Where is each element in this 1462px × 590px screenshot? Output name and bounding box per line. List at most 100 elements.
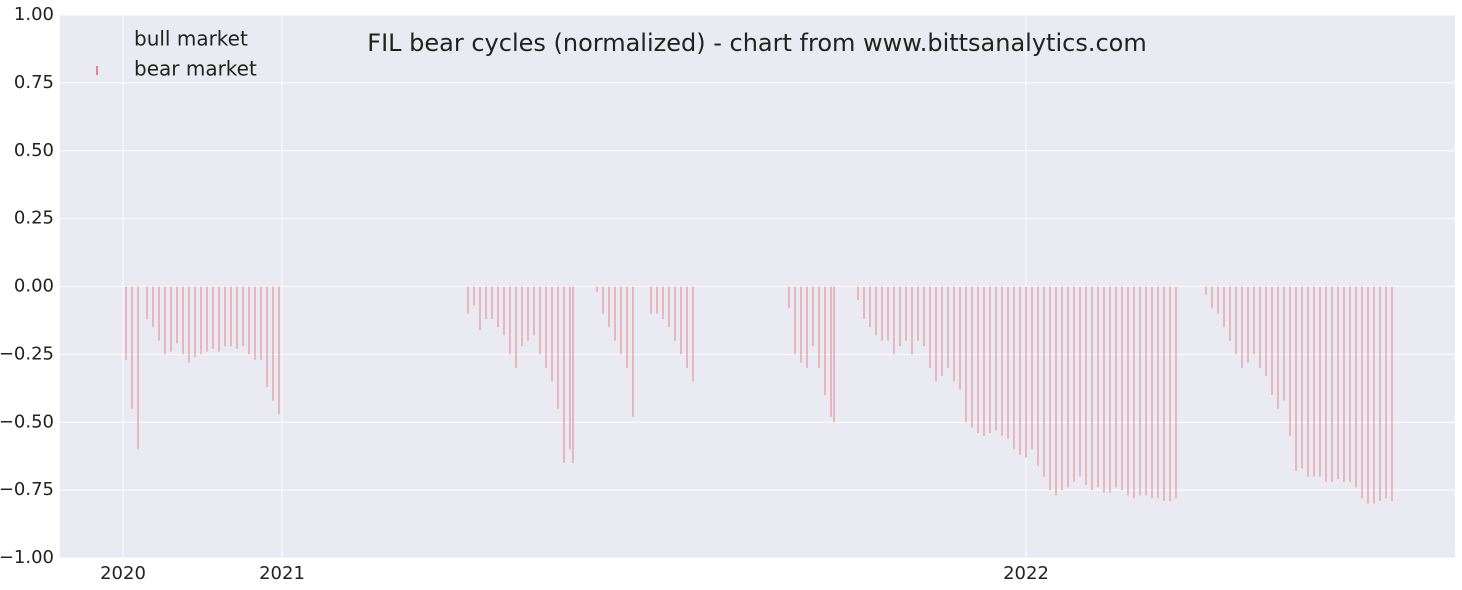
bar xyxy=(1355,286,1357,488)
bar xyxy=(602,286,604,314)
y-tick-label: −1.00 xyxy=(0,547,54,568)
bar xyxy=(1109,286,1111,493)
bar xyxy=(1265,286,1267,377)
bar xyxy=(1115,286,1117,488)
bar xyxy=(875,286,877,336)
bar xyxy=(1313,286,1315,477)
labels: −1.00 −0.75 −0.50 −0.25 0.00 0.25 0.50 0.75 1.00… xyxy=(0,4,1049,584)
x-tick-label: 2022 xyxy=(1003,563,1049,584)
bar xyxy=(881,286,883,341)
bars xyxy=(125,286,1393,504)
bar xyxy=(1139,286,1141,496)
bar xyxy=(194,286,196,358)
bar xyxy=(1349,286,1351,482)
bar xyxy=(182,286,184,355)
bar xyxy=(230,286,232,347)
y-tick-label: 0.75 xyxy=(14,72,54,93)
bar xyxy=(1061,286,1063,491)
bar xyxy=(863,286,865,320)
bar xyxy=(1043,286,1045,477)
bar xyxy=(1085,286,1087,485)
bar xyxy=(1331,286,1333,482)
bar xyxy=(1013,286,1015,450)
bar xyxy=(545,286,547,368)
bar xyxy=(1373,286,1375,504)
bar xyxy=(266,286,268,387)
bar xyxy=(539,286,541,355)
bar xyxy=(911,286,913,355)
bar xyxy=(674,286,676,341)
bar xyxy=(893,286,895,355)
bar xyxy=(1151,286,1153,499)
bar xyxy=(1205,286,1207,295)
bar xyxy=(686,286,688,368)
bar xyxy=(905,286,907,341)
bar xyxy=(1163,286,1165,501)
bar xyxy=(218,286,220,352)
bar xyxy=(521,286,523,347)
bar xyxy=(1325,286,1327,482)
bar xyxy=(857,286,859,301)
bar xyxy=(1289,286,1291,436)
bar xyxy=(1337,286,1339,480)
bar xyxy=(278,286,280,415)
bar xyxy=(146,286,148,320)
bar xyxy=(1145,286,1147,496)
bar xyxy=(995,286,997,431)
bar xyxy=(206,286,208,352)
y-tick-label: −0.25 xyxy=(0,343,54,364)
bar xyxy=(200,286,202,355)
bar xyxy=(497,286,499,328)
bar xyxy=(650,286,652,314)
chart-title: FIL bear cycles (normalized) - chart fro… xyxy=(367,29,1146,57)
bar xyxy=(947,286,949,368)
bar xyxy=(188,286,190,363)
bar xyxy=(1019,286,1021,455)
bar xyxy=(1343,286,1345,482)
legend-marker xyxy=(96,36,98,45)
bar xyxy=(1385,286,1387,499)
bar xyxy=(569,286,571,450)
bar xyxy=(656,286,658,314)
bar xyxy=(1067,286,1069,488)
bar xyxy=(1031,286,1033,450)
grid xyxy=(60,14,1455,559)
bar xyxy=(1319,286,1321,477)
bar xyxy=(473,286,475,306)
bar xyxy=(1025,286,1027,458)
bar xyxy=(1103,286,1105,493)
bar xyxy=(971,286,973,428)
bar xyxy=(254,286,256,360)
bar xyxy=(1097,286,1099,488)
bar xyxy=(965,286,967,423)
bar xyxy=(1367,286,1369,504)
bar xyxy=(248,286,250,355)
bar xyxy=(983,286,985,436)
bar xyxy=(125,286,127,360)
bar xyxy=(272,286,274,401)
bar xyxy=(899,286,901,347)
bar xyxy=(596,286,598,292)
bar xyxy=(170,286,172,352)
bar xyxy=(680,286,682,355)
bar xyxy=(632,286,634,417)
bar xyxy=(1091,286,1093,491)
bar xyxy=(1007,286,1009,439)
bar xyxy=(1133,286,1135,499)
bar xyxy=(485,286,487,320)
bar xyxy=(563,286,565,463)
bar xyxy=(503,286,505,336)
bar xyxy=(1379,286,1381,501)
bar xyxy=(1001,286,1003,436)
legend-marker xyxy=(96,66,98,75)
bar xyxy=(959,286,961,390)
bar xyxy=(1391,286,1393,501)
bar xyxy=(929,286,931,368)
bar xyxy=(1169,286,1171,501)
bar xyxy=(1361,286,1363,499)
bar xyxy=(1307,286,1309,477)
bar xyxy=(1073,286,1075,482)
bar xyxy=(131,286,133,409)
bar xyxy=(158,286,160,341)
